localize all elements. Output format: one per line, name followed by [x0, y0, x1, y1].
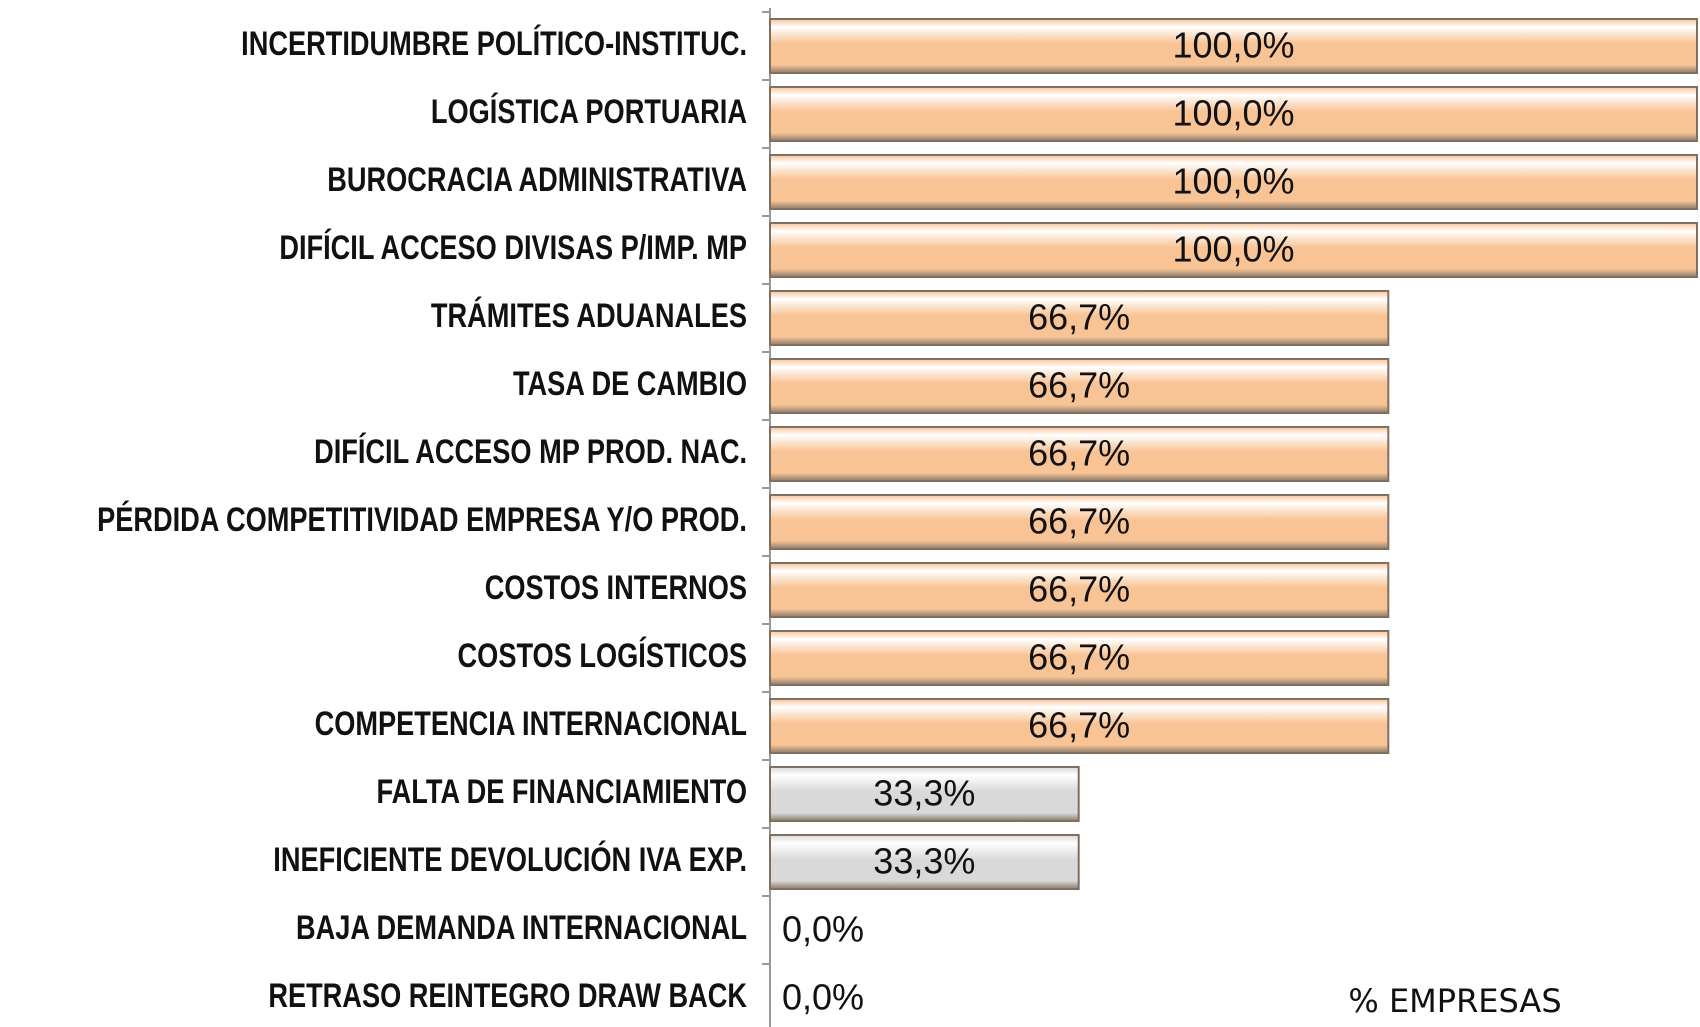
data-label: 0,0%	[782, 909, 864, 950]
bar	[769, 222, 1698, 278]
y-tick-label: PÉRDIDA COMPETITIVIDAD EMPRESA Y/O PROD.	[97, 500, 747, 539]
data-label: 66,7%	[1028, 569, 1130, 610]
bar	[769, 358, 1390, 414]
y-tick-label: RETRASO REINTEGRO DRAW BACK	[268, 976, 747, 1015]
y-tick-label: FALTA DE FINANCIAMIENTO	[377, 772, 747, 811]
data-label: 66,7%	[1028, 365, 1130, 406]
y-tick-label: DIFÍCIL ACCESO DIVISAS P/IMP. MP	[279, 228, 747, 267]
y-tick-label: BAJA DEMANDA INTERNACIONAL	[296, 908, 747, 947]
data-label: 0,0%	[782, 977, 864, 1018]
data-label: 100,0%	[1172, 229, 1294, 270]
bar	[769, 18, 1698, 74]
bar	[769, 154, 1698, 210]
data-label: 100,0%	[1172, 25, 1294, 66]
data-label: 66,7%	[1028, 637, 1130, 678]
data-label: 100,0%	[1172, 93, 1294, 134]
bar	[769, 630, 1390, 686]
data-label: 66,7%	[1028, 705, 1130, 746]
data-label: 66,7%	[1028, 501, 1130, 542]
y-tick-label: COSTOS LOGÍSTICOS	[458, 636, 747, 675]
y-tick-label: INEFICIENTE DEVOLUCIÓN IVA EXP.	[273, 839, 747, 879]
data-label: 66,7%	[1028, 433, 1130, 474]
bar	[769, 562, 1390, 618]
data-label: 33,3%	[873, 773, 975, 814]
bar	[769, 834, 1080, 890]
bar	[769, 86, 1698, 142]
x-axis-label: % EMPRESAS	[1348, 982, 1561, 1020]
y-tick-label: DIFÍCIL ACCESO MP PROD. NAC.	[314, 432, 747, 471]
y-tick-label: TASA DE CAMBIO	[513, 364, 747, 403]
y-tick-label: TRÁMITES ADUANALES	[431, 296, 747, 335]
bar	[769, 290, 1390, 346]
y-tick-label: BUROCRACIA ADMINISTRATIVA	[327, 160, 747, 199]
data-label: 33,3%	[873, 841, 975, 882]
bar	[769, 698, 1390, 754]
bar	[769, 766, 1080, 822]
y-tick-label: LOGÍSTICA PORTUARIA	[431, 92, 747, 131]
y-tick-label: COMPETENCIA INTERNACIONAL	[315, 704, 747, 743]
data-label: 66,7%	[1028, 297, 1130, 338]
bar	[769, 426, 1390, 482]
category-labels: INCERTIDUMBRE POLÍTICO-INSTITUC. LOGÍSTIC…	[97, 24, 747, 1015]
y-tick-label: INCERTIDUMBRE POLÍTICO-INSTITUC.	[241, 24, 747, 63]
data-label: 100,0%	[1172, 161, 1294, 202]
bar	[769, 494, 1390, 550]
y-tick-label: COSTOS INTERNOS	[485, 568, 747, 607]
